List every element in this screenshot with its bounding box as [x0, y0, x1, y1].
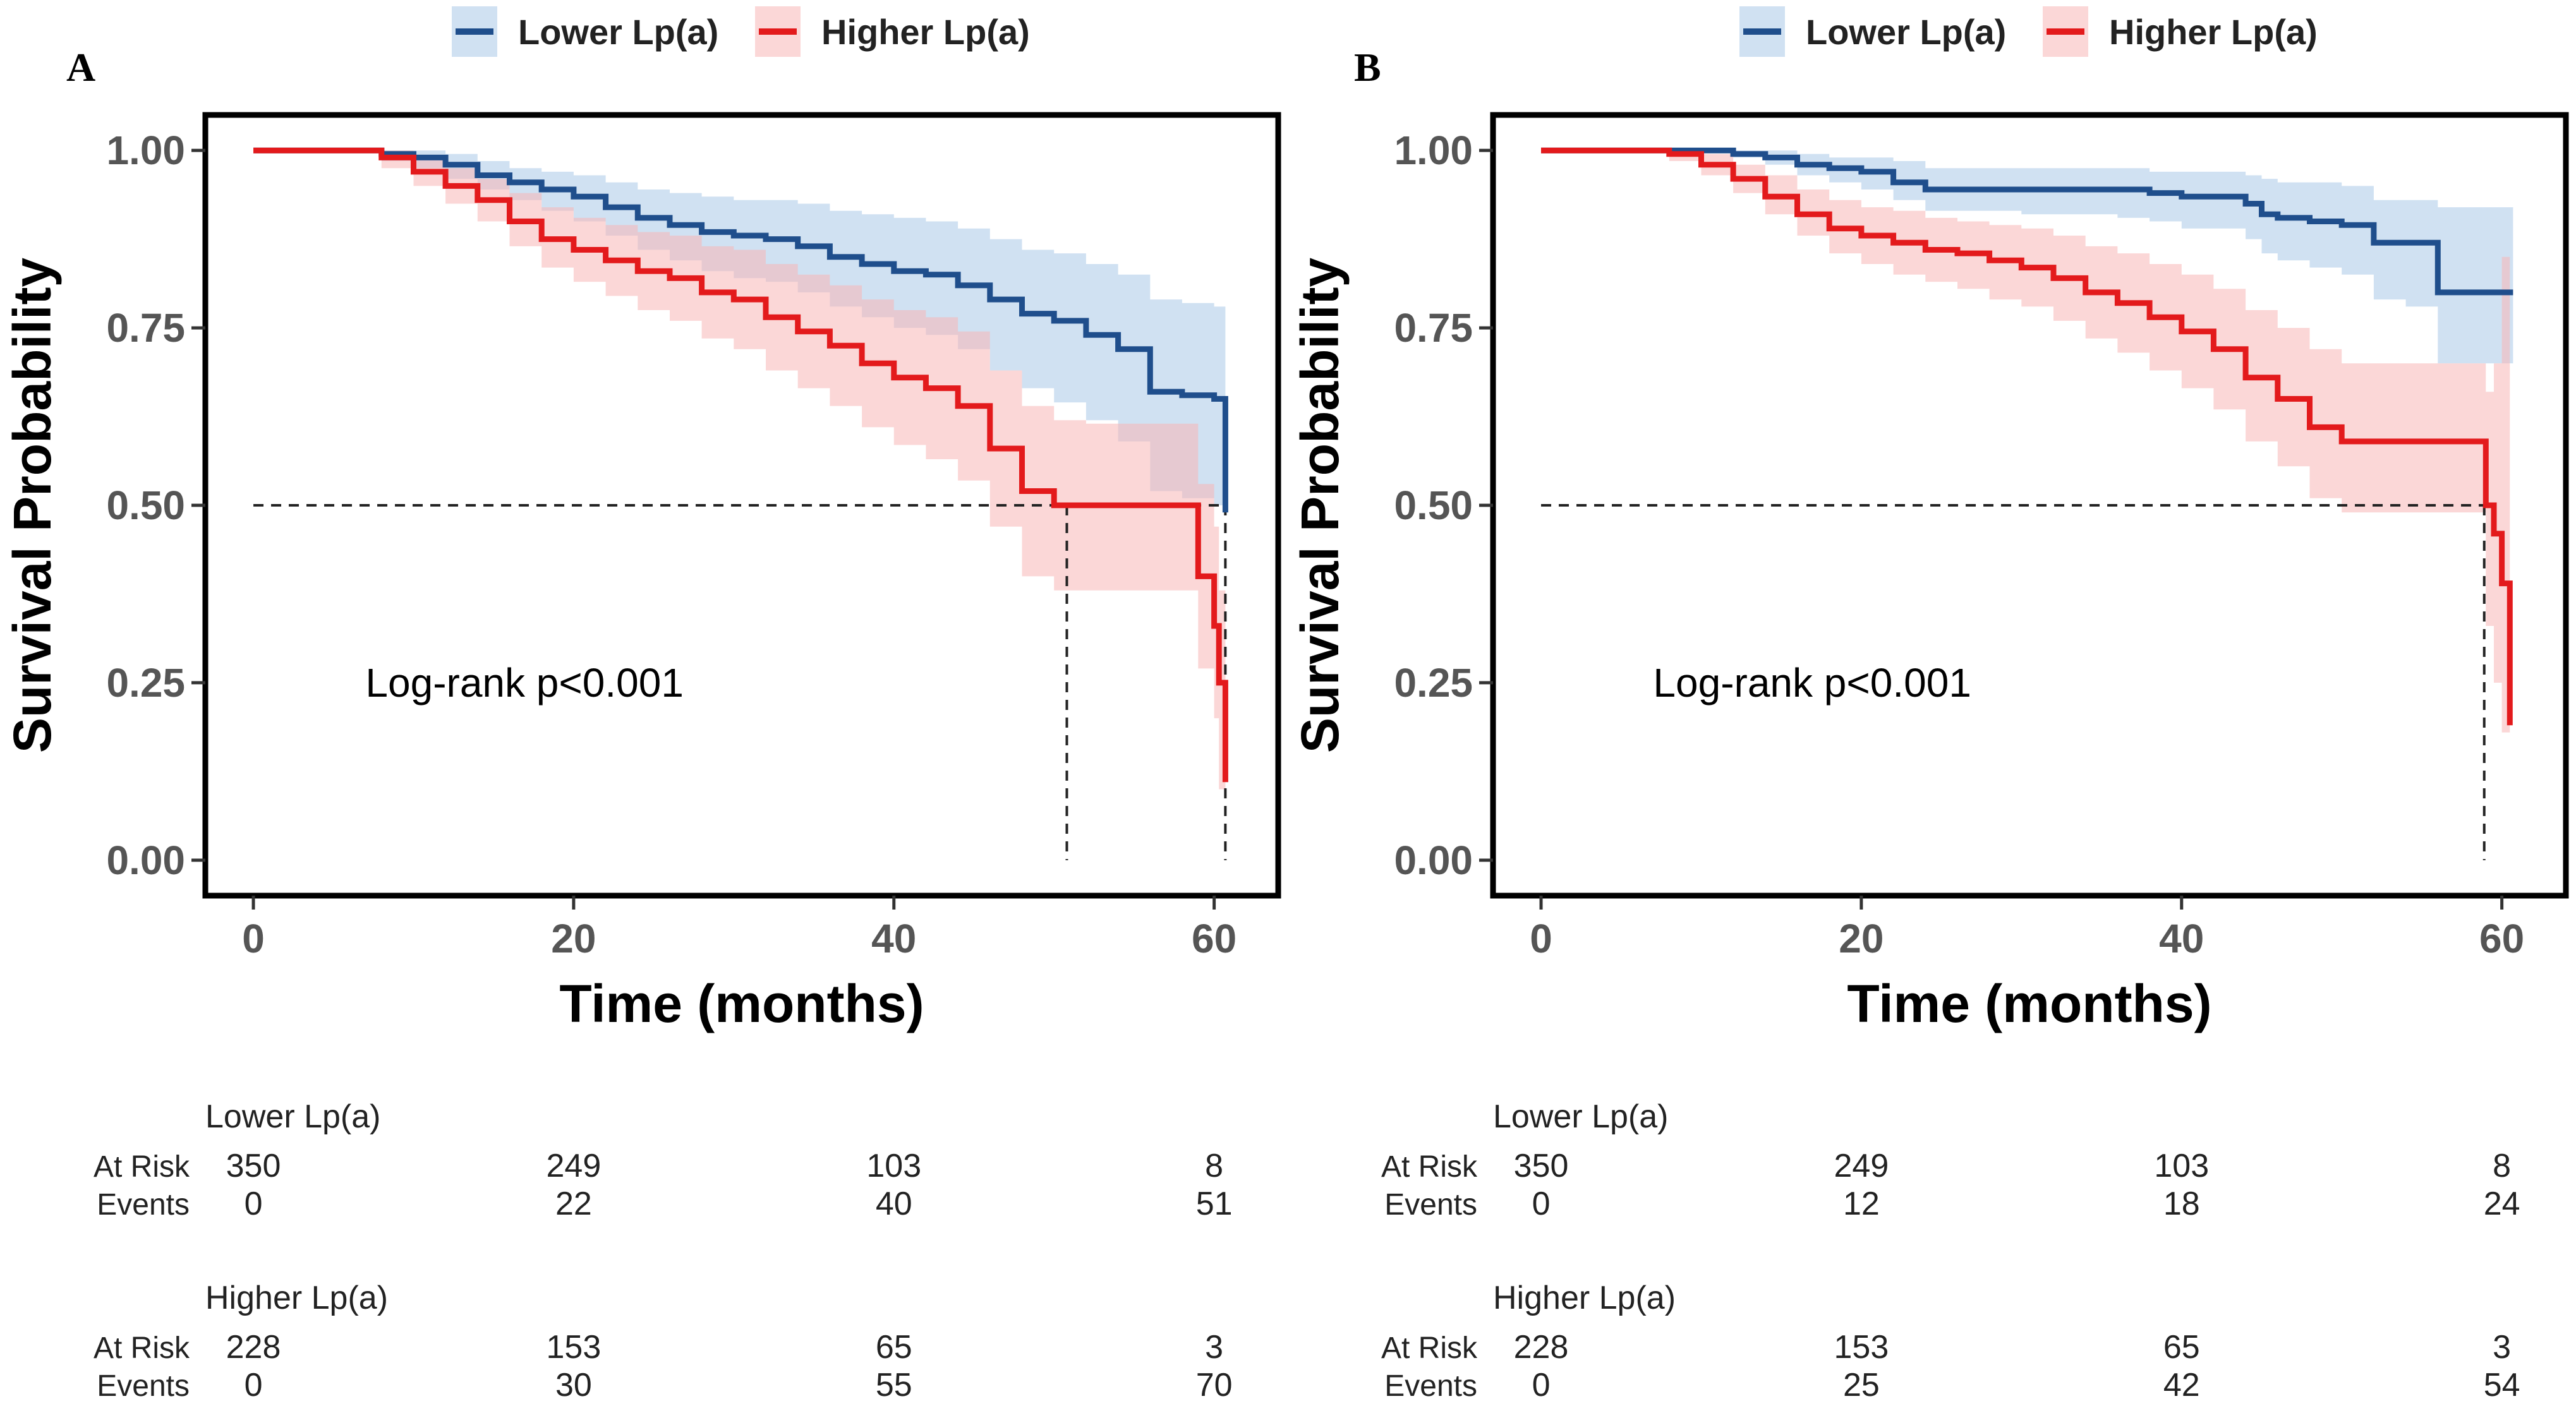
- events-value: 0: [245, 1186, 263, 1222]
- survival-curve-lower-lp-a-: [1541, 147, 2513, 296]
- events-value: 12: [1843, 1186, 1880, 1222]
- events-value: 55: [876, 1367, 912, 1403]
- log-rank-annotation: Log-rank p<0.001: [1653, 660, 1971, 706]
- legend-label: Higher Lp(a): [2109, 12, 2318, 52]
- at-risk-value: 8: [2493, 1148, 2511, 1184]
- events-row-label: Events: [97, 1188, 190, 1222]
- panel-letter: A: [66, 45, 95, 90]
- y-tick-label: 0.50: [1394, 483, 1473, 528]
- y-axis-title: Survival Probability: [1290, 258, 1350, 754]
- x-axis-title: Time (months): [1847, 974, 2211, 1033]
- events-value: 30: [555, 1367, 592, 1403]
- y-tick-label: 1.00: [106, 128, 185, 173]
- x-tick-label: 60: [1192, 916, 1237, 961]
- risk-group-title: Higher Lp(a): [1493, 1280, 1676, 1316]
- y-tick-label: 0.75: [106, 305, 185, 351]
- risk-row-label: At Risk: [94, 1150, 190, 1184]
- y-tick-label: 0.50: [106, 483, 185, 528]
- events-value: 70: [1196, 1367, 1233, 1403]
- ci-band-higher-lp-a-: [1541, 150, 2510, 825]
- x-tick-label: 20: [1839, 916, 1884, 961]
- at-risk-value: 350: [226, 1148, 281, 1184]
- x-tick-label: 20: [551, 916, 596, 961]
- events-row-label: Events: [97, 1369, 190, 1403]
- at-risk-value: 65: [876, 1329, 912, 1366]
- events-row-label: Events: [1384, 1369, 1477, 1403]
- x-tick-label: 40: [2159, 916, 2204, 961]
- risk-group-title: Lower Lp(a): [1493, 1098, 1668, 1135]
- y-tick-label: 0.00: [1394, 838, 1473, 883]
- at-risk-value: 3: [1205, 1329, 1223, 1366]
- at-risk-value: 8: [1205, 1148, 1223, 1184]
- legend-label: Lower Lp(a): [518, 12, 718, 52]
- risk-row-label: At Risk: [1381, 1150, 1478, 1184]
- legend-label: Higher Lp(a): [821, 12, 1030, 52]
- events-value: 54: [2484, 1367, 2520, 1403]
- km-chart-b: B Lower Lp(a) Higher Lp(a) 0.00 0.25 0.50 0.75…: [1290, 6, 2569, 1403]
- at-risk-value: 103: [866, 1148, 921, 1184]
- at-risk-value: 153: [1834, 1329, 1889, 1366]
- ci-band-higher-lp-a-: [253, 150, 1226, 853]
- at-risk-value: 3: [2493, 1329, 2511, 1366]
- y-tick-label: 0.25: [106, 660, 185, 706]
- risk-row-label: At Risk: [1381, 1331, 1478, 1365]
- events-value: 0: [245, 1367, 263, 1403]
- km-panel-a: A Lower Lp(a) Higher Lp(a) 0.00 0.25 0.50 0.75…: [3, 6, 1281, 1403]
- at-risk-value: 103: [2154, 1148, 2209, 1184]
- x-tick-label: 60: [2479, 916, 2524, 961]
- risk-row-label: At Risk: [94, 1331, 190, 1365]
- km-chart-a: A Lower Lp(a) Higher Lp(a) 0.00 0.25 0.50 0.75…: [3, 6, 1281, 1403]
- at-risk-value: 249: [547, 1148, 602, 1184]
- km-panel-b: B Lower Lp(a) Higher Lp(a) 0.00 0.25 0.50 0.75…: [1288, 0, 2575, 1406]
- log-rank-annotation: Log-rank p<0.001: [365, 660, 684, 706]
- survival-curve-higher-lp-a-: [253, 147, 1228, 783]
- at-risk-value: 228: [1514, 1329, 1569, 1366]
- at-risk-value: 350: [1514, 1148, 1569, 1184]
- risk-group-title: Lower Lp(a): [205, 1098, 380, 1135]
- ci-band-lower-lp-a-: [253, 150, 1226, 612]
- events-value: 0: [1532, 1186, 1551, 1222]
- events-row-label: Events: [1384, 1188, 1477, 1222]
- at-risk-value: 153: [547, 1329, 602, 1366]
- events-value: 25: [1843, 1367, 1880, 1403]
- x-tick-label: 0: [1530, 916, 1552, 961]
- events-value: 51: [1196, 1186, 1233, 1222]
- events-value: 42: [2163, 1367, 2200, 1403]
- events-value: 40: [876, 1186, 912, 1222]
- legend-label: Lower Lp(a): [1806, 12, 2006, 52]
- risk-group-title: Higher Lp(a): [205, 1280, 388, 1316]
- ci-band-lower-lp-a-: [1541, 150, 2513, 371]
- y-tick-label: 0.00: [106, 838, 185, 883]
- at-risk-value: 249: [1834, 1148, 1889, 1184]
- panel-letter: B: [1354, 45, 1381, 90]
- at-risk-value: 228: [226, 1329, 281, 1366]
- x-tick-label: 40: [871, 916, 916, 961]
- y-tick-label: 0.25: [1394, 660, 1473, 706]
- events-value: 18: [2163, 1186, 2200, 1222]
- survival-curve-higher-lp-a-: [1541, 147, 2513, 726]
- events-value: 24: [2484, 1186, 2520, 1222]
- survival-curve-lower-lp-a-: [253, 147, 1228, 513]
- events-value: 0: [1532, 1367, 1551, 1403]
- events-value: 22: [555, 1186, 592, 1222]
- y-axis-title: Survival Probability: [3, 258, 62, 754]
- y-tick-label: 0.75: [1394, 305, 1473, 351]
- y-tick-label: 1.00: [1394, 128, 1473, 173]
- x-tick-label: 0: [242, 916, 265, 961]
- at-risk-value: 65: [2163, 1329, 2200, 1366]
- x-axis-title: Time (months): [559, 974, 924, 1033]
